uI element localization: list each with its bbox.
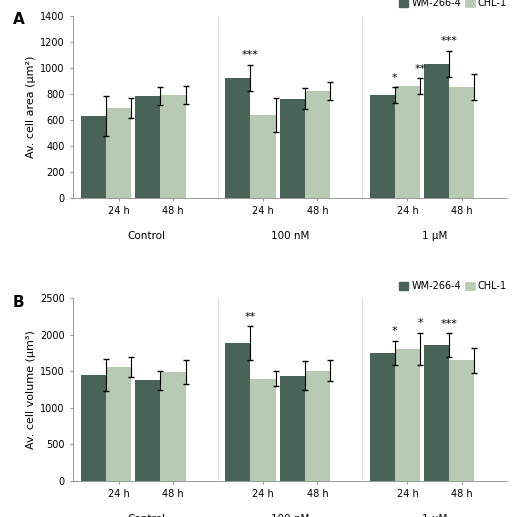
Text: 100 nM: 100 nM [271, 231, 310, 241]
Legend: WM-266-4, CHL-1: WM-266-4, CHL-1 [399, 0, 507, 8]
Y-axis label: Av. cell area (μm²): Av. cell area (μm²) [26, 55, 36, 158]
Text: 1 μM: 1 μM [422, 514, 447, 517]
Bar [279, 99, 305, 198]
Text: Control: Control [127, 231, 165, 241]
Bar [135, 96, 161, 198]
Text: 100 nM: 100 nM [271, 514, 310, 517]
Bar [395, 348, 420, 481]
Bar [251, 115, 276, 198]
Text: *: * [417, 318, 423, 328]
Bar [225, 343, 251, 481]
Text: **: ** [415, 64, 426, 73]
Legend: WM-266-4, CHL-1: WM-266-4, CHL-1 [399, 281, 507, 291]
Y-axis label: Av. cell volume (μm³): Av. cell volume (μm³) [26, 330, 36, 449]
Bar [279, 376, 305, 481]
Bar [81, 116, 106, 198]
Bar [106, 367, 131, 481]
Text: *: * [392, 326, 397, 336]
Text: 1 μM: 1 μM [422, 231, 447, 241]
Bar [161, 372, 186, 481]
Bar [424, 345, 449, 481]
Bar [251, 378, 276, 481]
Bar [424, 64, 449, 198]
Text: **: ** [245, 312, 256, 322]
Bar [449, 87, 474, 198]
Bar [135, 380, 161, 481]
Bar [395, 86, 420, 198]
Bar [106, 108, 131, 198]
Bar [370, 95, 395, 198]
Text: Control: Control [127, 514, 165, 517]
Text: ***: *** [441, 36, 458, 46]
Bar [225, 78, 251, 198]
Text: ***: *** [441, 319, 458, 329]
Bar [81, 375, 106, 481]
Bar [161, 95, 186, 198]
Bar [305, 91, 330, 198]
Text: ***: *** [242, 51, 259, 60]
Text: B: B [13, 295, 24, 310]
Bar [305, 371, 330, 481]
Bar [449, 360, 474, 481]
Text: *: * [392, 72, 397, 83]
Bar [370, 353, 395, 481]
Text: A: A [13, 12, 24, 27]
